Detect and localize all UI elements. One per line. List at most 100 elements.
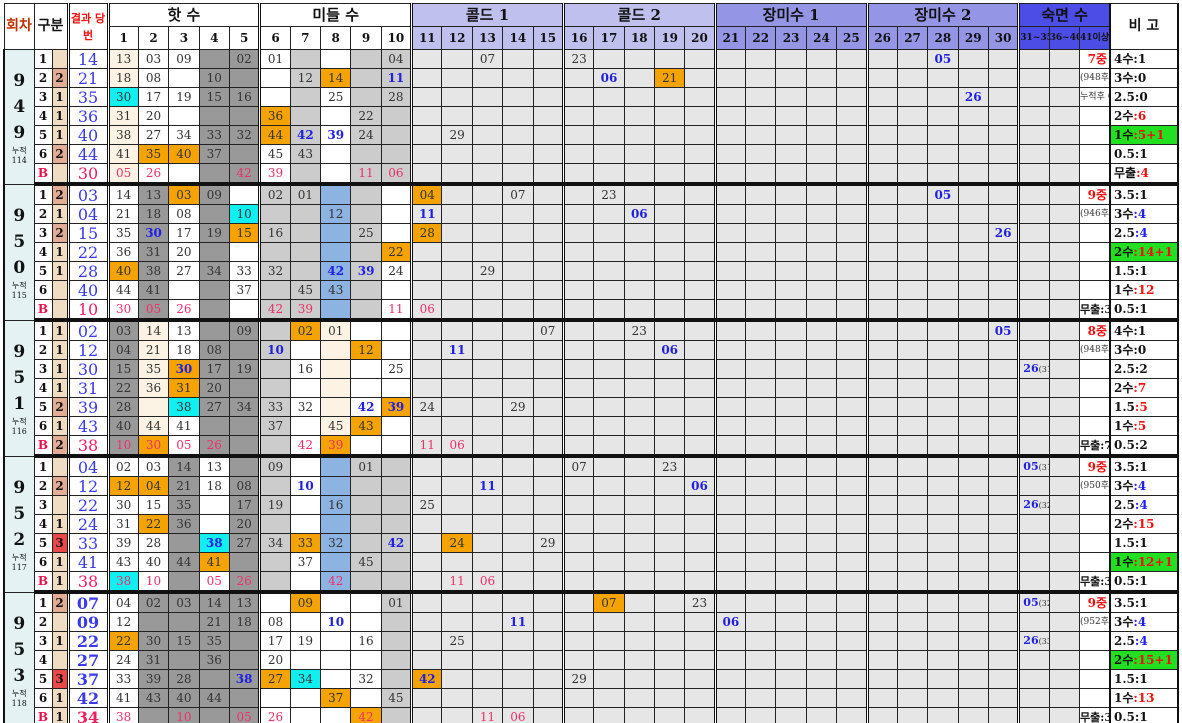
row-label: 6 <box>33 416 53 436</box>
remark-key: 3.5 <box>1114 595 1135 610</box>
number-cell-15 <box>532 397 565 417</box>
number-cell-18: 23 <box>623 319 655 341</box>
number-cell-7 <box>289 612 322 632</box>
remark-cell: 3수:0 <box>1109 340 1179 360</box>
accumulated-label: 누적 <box>11 417 27 426</box>
number-cell-20 <box>684 204 717 224</box>
sleep-gap: (31) <box>1038 463 1049 472</box>
number-cell-11 <box>411 476 443 496</box>
number-cell-4: 13 <box>198 455 230 477</box>
number-cell-9: 42 <box>350 707 382 723</box>
number-cell-27 <box>896 299 929 322</box>
remark-cell: 2수:7 <box>1109 378 1179 398</box>
number-cell-14 <box>502 435 534 458</box>
number-cell-17 <box>593 87 625 107</box>
number-cell-16 <box>562 533 595 553</box>
number-cell-4: 35 <box>198 631 230 651</box>
number-cell-15 <box>532 144 565 164</box>
number-cell-13 <box>471 650 504 670</box>
number-cell-26 <box>866 514 898 534</box>
number-cell-23 <box>775 591 807 613</box>
round-digit: 2 <box>13 530 26 550</box>
sleep-36-40 <box>1048 144 1081 164</box>
number-cell-10 <box>380 514 414 534</box>
table-row: 6 1 41 43 40 44 41 37 45 1수:12+1 <box>4 552 1179 572</box>
number-cell-25 <box>836 242 869 262</box>
number-cell-1: 14 <box>107 183 139 205</box>
result-number: 43 <box>66 416 110 436</box>
column-header-23: 23 <box>775 26 807 50</box>
sleep-31-35 <box>1017 552 1050 572</box>
number-cell-10 <box>380 650 414 670</box>
number-cell-5: 09 <box>228 319 262 341</box>
number-cell-24 <box>805 223 838 243</box>
number-cell-22 <box>745 280 777 300</box>
number-cell-1: 18 <box>107 68 139 88</box>
number-cell-3: 05 <box>168 435 200 458</box>
number-cell-15 <box>532 631 565 651</box>
number-cell-6 <box>259 688 291 708</box>
number-cell-14: 29 <box>502 397 534 417</box>
number-cell-28 <box>927 261 959 281</box>
number-cell-30 <box>987 533 1021 553</box>
remark-key: 1.5 <box>1114 399 1135 414</box>
number-cell-14 <box>502 495 534 515</box>
group-count: 1 <box>51 552 69 572</box>
number-cell-12 <box>441 416 473 436</box>
number-cell-25 <box>836 669 869 689</box>
number-cell-12 <box>441 669 473 689</box>
number-cell-29 <box>957 591 989 613</box>
number-cell-23 <box>775 455 807 477</box>
number-cell-2: 30 <box>137 223 170 243</box>
number-cell-8: 25 <box>320 87 352 107</box>
remark-key: 1수 <box>1114 690 1134 705</box>
number-cell-4 <box>198 163 230 186</box>
number-cell-14 <box>502 571 534 594</box>
number-cell-25 <box>836 533 869 553</box>
group-count <box>51 612 69 632</box>
sleep-36-40 <box>1048 340 1081 360</box>
number-cell-14 <box>502 591 534 613</box>
row-label: 6 <box>33 688 53 708</box>
number-cell-1: 41 <box>107 144 139 164</box>
remark-value: :4 <box>1133 478 1147 493</box>
number-cell-10 <box>380 552 414 572</box>
number-cell-24 <box>805 455 838 477</box>
number-cell-8: 39 <box>320 125 352 145</box>
number-cell-24 <box>805 183 838 205</box>
number-cell-7: 34 <box>289 669 322 689</box>
number-cell-28 <box>927 688 959 708</box>
number-cell-18 <box>623 476 655 496</box>
group-count <box>51 650 69 670</box>
number-cell-26 <box>866 669 898 689</box>
group-count: 2 <box>51 68 69 88</box>
number-cell-25 <box>836 397 869 417</box>
number-cell-26 <box>866 707 898 723</box>
number-cell-19 <box>653 242 686 262</box>
group-count: 1 <box>51 106 69 126</box>
row-label: 2 <box>33 340 53 360</box>
column-header-24: 24 <box>805 26 838 50</box>
number-cell-8 <box>320 476 352 496</box>
number-cell-18 <box>623 223 655 243</box>
number-cell-25 <box>836 319 869 341</box>
number-cell-25 <box>836 378 869 398</box>
remark-value: :1 <box>1134 535 1148 550</box>
number-cell-5 <box>228 106 262 126</box>
number-cell-8: 45 <box>320 416 352 436</box>
number-cell-28 <box>927 319 959 341</box>
number-cell-15 <box>532 378 565 398</box>
row-label: B <box>33 571 53 594</box>
number-cell-19 <box>653 87 686 107</box>
number-cell-24 <box>805 280 838 300</box>
number-cell-20 <box>684 242 717 262</box>
number-cell-1: 36 <box>107 242 139 262</box>
number-cell-17 <box>593 669 625 689</box>
number-cell-23 <box>775 631 807 651</box>
number-cell-11 <box>411 707 443 723</box>
remark-value: :4 <box>1134 225 1148 240</box>
remark-cell: 2.5:0 <box>1109 87 1179 107</box>
number-cell-25 <box>836 49 869 69</box>
number-cell-23 <box>775 495 807 515</box>
number-cell-6 <box>259 68 291 88</box>
